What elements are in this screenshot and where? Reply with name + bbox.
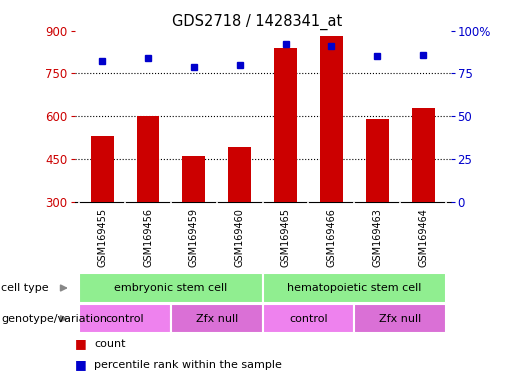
Bar bbox=[263, 304, 354, 333]
Bar bbox=[91, 136, 114, 202]
Bar bbox=[171, 304, 263, 333]
Text: ■: ■ bbox=[75, 337, 87, 350]
Bar bbox=[411, 108, 435, 202]
Bar bbox=[366, 119, 389, 202]
Text: GSM169464: GSM169464 bbox=[418, 208, 428, 266]
Text: Zfx null: Zfx null bbox=[196, 314, 238, 324]
Text: hematopoietic stem cell: hematopoietic stem cell bbox=[287, 283, 422, 293]
Text: cell type: cell type bbox=[1, 283, 48, 293]
Text: embryonic stem cell: embryonic stem cell bbox=[114, 283, 228, 293]
Text: GSM169459: GSM169459 bbox=[189, 208, 199, 266]
Bar bbox=[79, 304, 171, 333]
Text: count: count bbox=[94, 339, 126, 349]
Text: GSM169465: GSM169465 bbox=[281, 208, 290, 266]
Text: GSM169455: GSM169455 bbox=[97, 208, 107, 266]
Text: Zfx null: Zfx null bbox=[379, 314, 421, 324]
Text: GSM169463: GSM169463 bbox=[372, 208, 382, 266]
Bar bbox=[274, 48, 297, 202]
Text: GSM169460: GSM169460 bbox=[235, 208, 245, 266]
Bar bbox=[136, 116, 160, 202]
Text: GSM169466: GSM169466 bbox=[327, 208, 336, 266]
Text: GDS2718 / 1428341_at: GDS2718 / 1428341_at bbox=[173, 13, 342, 30]
Text: control: control bbox=[289, 314, 328, 324]
Bar bbox=[320, 36, 343, 202]
Text: control: control bbox=[106, 314, 144, 324]
Text: ■: ■ bbox=[75, 358, 87, 371]
Bar bbox=[79, 273, 263, 303]
Text: genotype/variation: genotype/variation bbox=[1, 314, 107, 324]
Bar bbox=[263, 273, 446, 303]
Text: percentile rank within the sample: percentile rank within the sample bbox=[94, 360, 282, 370]
Bar bbox=[354, 304, 446, 333]
Bar bbox=[228, 147, 251, 202]
Text: GSM169456: GSM169456 bbox=[143, 208, 153, 266]
Bar bbox=[182, 156, 205, 202]
